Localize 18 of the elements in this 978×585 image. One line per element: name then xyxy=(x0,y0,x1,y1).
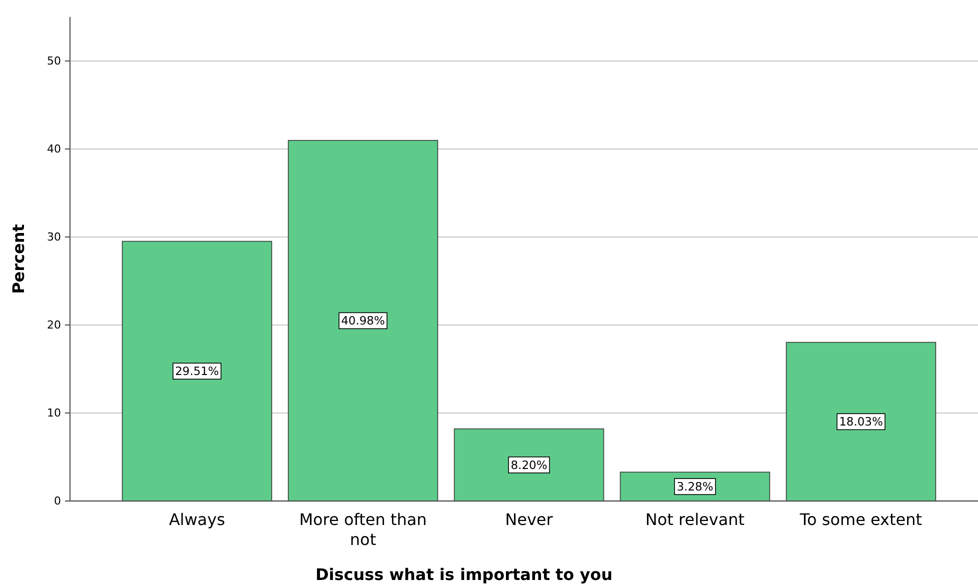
data-label: 3.28% xyxy=(676,480,714,494)
x-tick-label: Not relevant xyxy=(645,510,745,529)
x-axis-title: Discuss what is important to you xyxy=(315,565,613,584)
data-label: 8.20% xyxy=(510,458,548,472)
y-tick-label: 0 xyxy=(54,494,61,508)
data-label: 40.98% xyxy=(341,314,385,328)
x-tick-label: Always xyxy=(168,510,226,529)
y-tick-label: 20 xyxy=(47,318,61,332)
y-tick-label: 30 xyxy=(47,230,61,244)
x-tick-label: To some extent xyxy=(798,510,922,529)
y-tick-label: 10 xyxy=(47,406,61,420)
y-tick-label: 50 xyxy=(47,54,61,68)
y-tick-label: 40 xyxy=(47,142,61,156)
x-tick-label: Never xyxy=(505,510,554,529)
y-axis-title: Percent xyxy=(9,224,28,294)
data-label: 29.51% xyxy=(175,364,219,378)
x-tick-label: More often than not xyxy=(299,510,427,549)
data-label: 18.03% xyxy=(839,414,883,429)
